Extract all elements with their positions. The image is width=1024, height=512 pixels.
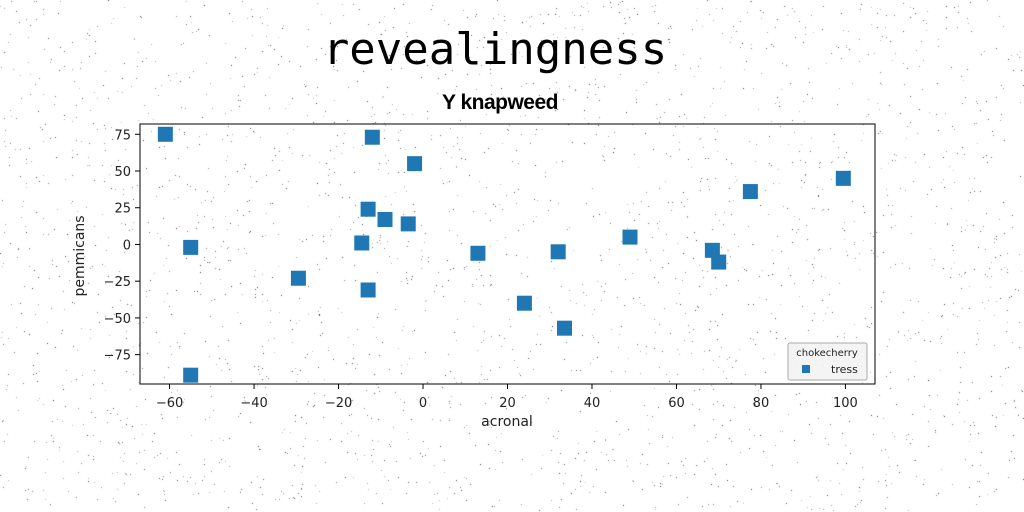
data-point: [704, 242, 720, 258]
legend-label-tress: tress: [831, 363, 858, 376]
x-tick-label: 80: [753, 396, 770, 411]
y-tick-label: −25: [104, 275, 131, 290]
page-title: revealingness: [322, 24, 668, 75]
x-tick-label: 40: [584, 396, 601, 411]
data-point: [354, 235, 370, 251]
y-tick-label: 0: [123, 238, 131, 253]
data-point: [400, 216, 416, 232]
legend-swatch-tress: [802, 365, 810, 373]
data-point: [742, 184, 758, 200]
x-tick-label: −60: [156, 396, 183, 411]
data-point: [183, 239, 199, 255]
plot-area-frame: [139, 123, 876, 385]
data-point: [360, 282, 376, 298]
y-tick-label: 50: [114, 165, 131, 180]
y-axis: 75 50 25 0 −25 −50 −75: [104, 128, 140, 364]
y-tick-label: 75: [114, 128, 131, 143]
x-tick-label: 100: [833, 396, 858, 411]
y-tick-label: 25: [114, 202, 131, 217]
data-point: [360, 201, 376, 217]
data-point: [557, 320, 573, 336]
legend-title: chokecherry: [796, 348, 858, 359]
data-point: [622, 229, 638, 245]
chart-title: Y knapweed: [442, 91, 558, 114]
x-tick-label: 60: [668, 396, 685, 411]
data-points: [157, 126, 851, 383]
x-tick-label: −20: [325, 396, 352, 411]
data-point: [470, 245, 486, 261]
data-point: [407, 156, 423, 172]
y-tick-label: −50: [104, 312, 131, 327]
data-point: [516, 295, 532, 311]
x-axis-label: acronal: [481, 414, 533, 430]
data-point: [364, 129, 380, 145]
x-tick-label: 20: [499, 396, 516, 411]
data-point: [183, 367, 199, 383]
data-point: [157, 126, 173, 142]
data-point: [290, 270, 306, 286]
data-point: [550, 244, 566, 260]
data-point: [711, 254, 727, 270]
legend: chokecherry tress: [787, 342, 868, 381]
x-axis: −60 −40 −20 0 20 40 60 80 100: [156, 384, 858, 411]
x-tick-label: 0: [419, 396, 427, 411]
data-point: [835, 170, 851, 186]
y-tick-label: −75: [104, 349, 131, 364]
data-point: [377, 211, 393, 227]
x-tick-label: −40: [240, 396, 267, 411]
y-axis-label: pemmicans: [72, 215, 88, 296]
